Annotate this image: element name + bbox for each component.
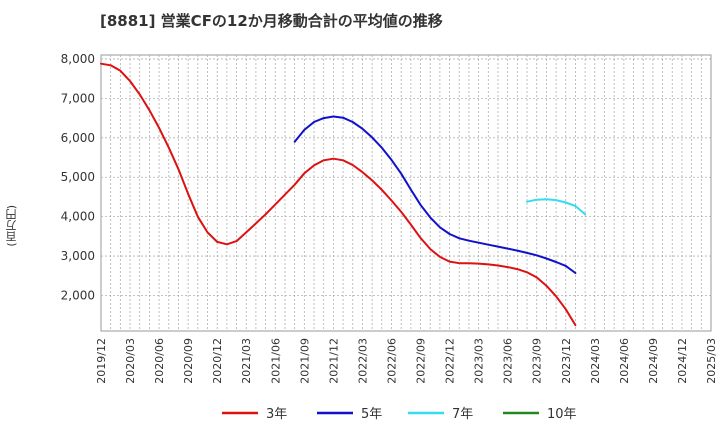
x-tick-label: 2024/12 (676, 338, 689, 384)
y-tick-label: 7,000 (61, 91, 95, 105)
y-tick-label: 6,000 (61, 131, 95, 145)
y-tick-label: 4,000 (61, 210, 95, 224)
x-tick-label: 2021/09 (298, 338, 311, 384)
x-tick-label: 2019/12 (95, 338, 108, 384)
x-tick-label: 2022/03 (356, 338, 369, 384)
x-tick-label: 2021/03 (240, 338, 253, 384)
x-tick-label: 2022/09 (415, 338, 428, 384)
x-tick-label: 2024/03 (589, 338, 602, 384)
y-tick-label: 8,000 (61, 52, 95, 66)
legend-label: 3年 (266, 407, 287, 422)
x-tick-label: 2021/12 (327, 338, 340, 384)
y-tick-label: 2,000 (61, 289, 95, 303)
legend-label: 5年 (361, 407, 382, 422)
x-tick-label: 2023/06 (502, 338, 515, 384)
x-tick-label: 2025/03 (705, 338, 718, 384)
x-tick-label: 2021/06 (269, 338, 282, 384)
x-tick-label: 2023/03 (473, 338, 486, 384)
plot-area (100, 54, 712, 332)
x-tick-label: 2023/12 (560, 338, 573, 384)
x-tick-label: 2024/06 (618, 338, 631, 384)
series-line (293, 115, 577, 274)
legend-label: 7年 (452, 407, 473, 422)
chart-title: [8881] 営業CFの12か月移動合計の平均値の推移 (100, 12, 443, 30)
x-tick-label: 2023/09 (531, 338, 544, 384)
series-line (526, 198, 587, 216)
x-tick-label: 2020/09 (182, 338, 195, 384)
x-tick-label: 2024/09 (647, 338, 660, 384)
y-tick-label: 5,000 (61, 170, 95, 184)
legend-label: 10年 (547, 407, 577, 422)
y-tick-label: 3,000 (61, 249, 95, 263)
x-tick-label: 2022/12 (444, 338, 457, 384)
x-tick-label: 2022/06 (385, 338, 398, 384)
x-tick-label: 2020/12 (211, 338, 224, 384)
x-tick-label: 2020/06 (153, 338, 166, 384)
series-line (100, 62, 577, 327)
x-tick-label: 2020/03 (124, 338, 137, 384)
